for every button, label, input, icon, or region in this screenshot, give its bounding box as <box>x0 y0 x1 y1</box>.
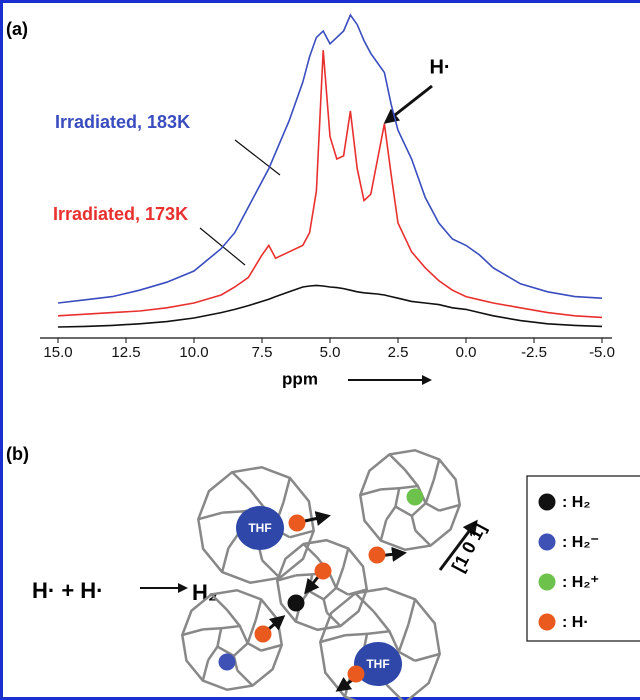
cage-edge <box>403 468 419 487</box>
cage-edge <box>438 503 461 512</box>
x-tick-label: 0.0 <box>456 344 477 361</box>
series-line <box>57 50 603 319</box>
x-axis-label: ppm <box>282 369 318 388</box>
cage-edge <box>334 566 345 589</box>
thf-molecule <box>236 506 284 550</box>
x-tick-label: 10.0 <box>179 344 208 361</box>
thf-label: THF <box>366 657 389 671</box>
cage-edge <box>342 548 350 568</box>
cage-edge <box>319 634 346 644</box>
cage-edge <box>222 510 244 514</box>
legend-label: : H· <box>562 614 589 631</box>
cage-edge <box>210 593 228 611</box>
particle <box>368 546 386 564</box>
cage <box>275 538 369 632</box>
cage-edge <box>181 628 204 637</box>
particle <box>314 562 332 580</box>
cage-edge <box>227 531 241 549</box>
x-tick-label: 12.5 <box>111 344 140 361</box>
cage-edge <box>322 599 329 613</box>
cage-edge <box>295 573 313 577</box>
cage-edge <box>236 669 254 687</box>
annotation-arrow <box>383 84 433 124</box>
particle <box>287 594 305 612</box>
particle <box>406 488 424 506</box>
series-line <box>57 284 603 328</box>
legend-marker <box>538 573 556 591</box>
cage-edge <box>414 529 432 547</box>
cage-edge <box>379 519 388 541</box>
cage-edge <box>202 626 222 631</box>
cage-edge <box>407 598 417 625</box>
cage <box>394 484 428 518</box>
cage-edge <box>260 643 283 652</box>
cage-edge <box>359 488 382 497</box>
cage-edge <box>246 619 257 644</box>
cage-edge <box>414 652 441 662</box>
cage-edge <box>220 547 230 573</box>
cage-edge <box>207 645 219 661</box>
cage-edge <box>197 511 223 521</box>
cage-edge <box>354 592 375 613</box>
x-tick-label: -2.5 <box>521 344 547 361</box>
cage-edge <box>397 623 410 653</box>
cage-edge <box>380 486 400 491</box>
x-tick-label: 5.0 <box>320 344 341 361</box>
x-tick-label: 15.0 <box>43 344 72 361</box>
annotation: H· <box>429 56 450 78</box>
cage-edge <box>372 610 391 633</box>
cage-edge <box>254 599 263 621</box>
cage-edge <box>398 650 416 662</box>
series-line <box>57 13 603 304</box>
particle <box>347 665 365 683</box>
x-tick-label: 7.5 <box>252 344 273 361</box>
cage-edge <box>325 611 342 627</box>
legend-marker <box>538 533 556 551</box>
particle <box>254 625 272 643</box>
legend-label: : H₂⁺ <box>562 574 599 591</box>
diagram: (b) H· + H· H₂ THF THF [1 0 1] : H₂: H₂⁻… <box>6 444 640 700</box>
x-tick-label: -5.0 <box>589 344 615 361</box>
cage-edge <box>289 529 315 539</box>
cage-edge <box>247 642 262 652</box>
cage-edge <box>432 459 441 481</box>
legend-label: : H₂ <box>562 494 590 511</box>
series-label: Irradiated, 173K <box>53 204 188 224</box>
leader-line <box>234 139 281 176</box>
particle <box>218 653 236 671</box>
cage-edge <box>385 505 397 521</box>
cage-edge <box>344 632 368 637</box>
particle <box>288 514 306 532</box>
thf-label: THF <box>248 521 271 535</box>
cage-edge <box>425 502 440 512</box>
legend-label: : H₂⁻ <box>562 534 599 551</box>
cage-edge <box>261 559 281 579</box>
cage-edge <box>410 515 417 531</box>
cage-edge <box>282 477 292 503</box>
cage-edge <box>248 488 267 510</box>
cage <box>216 624 250 658</box>
reaction-left: H· + H· <box>32 578 104 603</box>
series-label: Irradiated, 183K <box>55 112 190 132</box>
cage-edge <box>335 586 349 596</box>
panel-label: (a) <box>6 19 28 39</box>
cage-edge <box>225 608 241 627</box>
cage-edge <box>276 574 297 582</box>
cage-edge <box>424 479 435 504</box>
thf-molecule <box>354 642 402 686</box>
direction-label: [1 0 1] <box>448 520 490 575</box>
x-tick-label: 2.5 <box>388 344 409 361</box>
cage-edge <box>231 471 251 491</box>
legend-marker <box>538 613 556 631</box>
panel-label: (b) <box>6 444 29 464</box>
cage-edge <box>201 659 210 681</box>
cage-edge <box>388 453 406 471</box>
legend-marker <box>538 493 556 511</box>
cage-edge <box>302 543 319 559</box>
